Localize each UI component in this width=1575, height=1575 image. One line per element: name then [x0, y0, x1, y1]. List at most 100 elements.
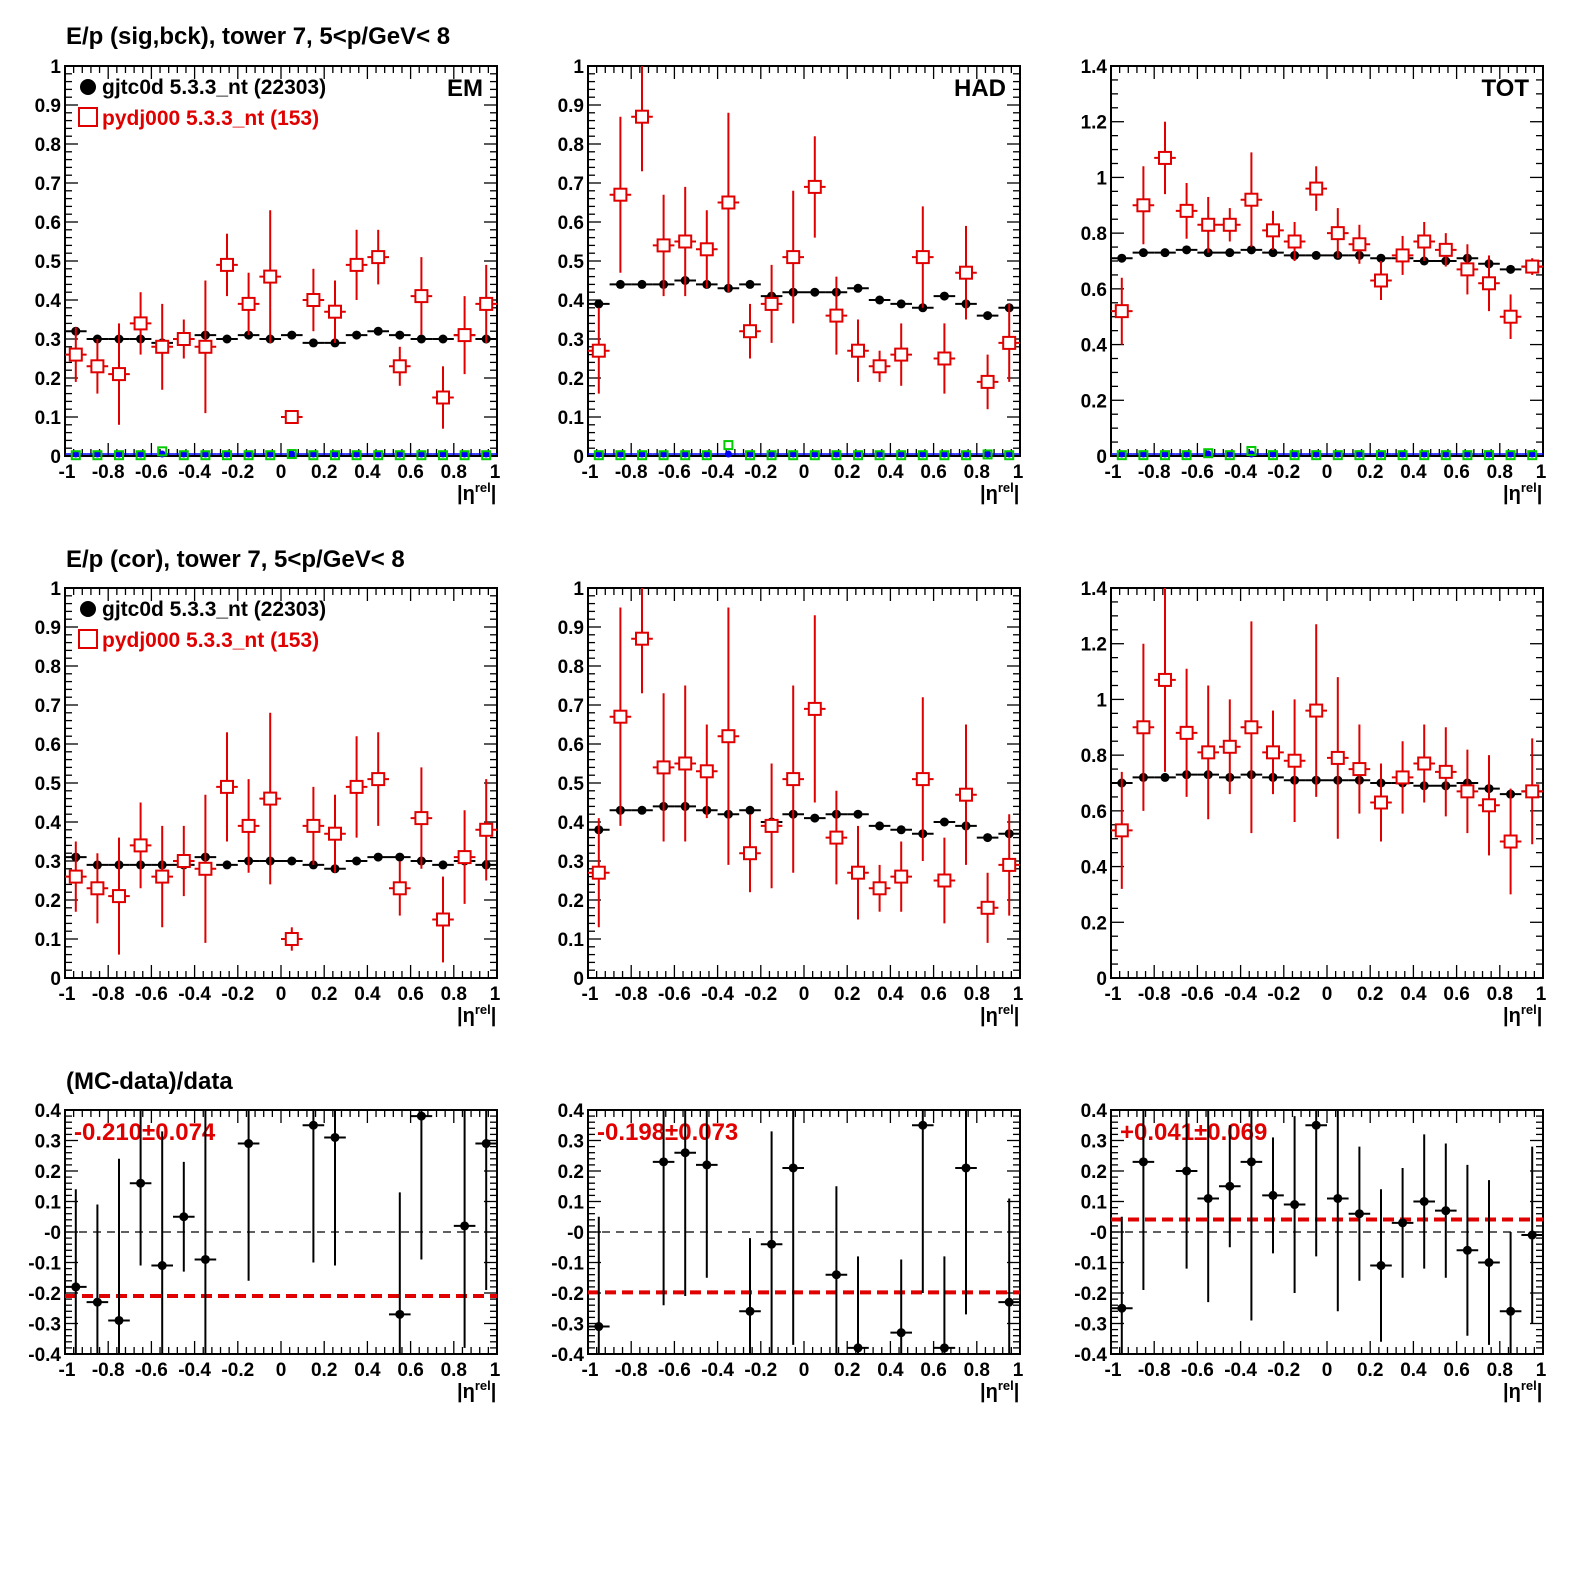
legend: gjtc0d 5.3.3_nt (22303) pydj000 5.3.3_nt … — [78, 598, 326, 652]
x-tick-label: 0 — [276, 984, 287, 1005]
bck-mc-point — [1224, 450, 1235, 461]
x-tick-label: -0.6 — [1181, 462, 1214, 483]
x-tick-label: 0.8 — [964, 462, 990, 483]
x-tick-label: 0.8 — [964, 1360, 990, 1381]
x-tick-label: 0 — [799, 1360, 810, 1381]
mc-point — [241, 818, 256, 833]
bck-data-point — [245, 450, 253, 458]
y-tick-label: 0.5 — [558, 774, 585, 795]
y-tick-label: 0.4 — [35, 813, 62, 834]
plot-grid: -1 -0.8 -0.6 -0.4 -0.2 0 0.2 0.4 0.6 0.8 1 0 0.1 0.2 0… — [28, 57, 1546, 1403]
bck-data-point — [374, 450, 382, 458]
y-tick-label: -0 — [567, 1223, 584, 1244]
mc-point — [678, 234, 693, 249]
x-axis-label-sup: rel — [1521, 1378, 1537, 1393]
y-tick-label: 0.2 — [558, 891, 584, 912]
x-axis-label: |ηrel| — [1503, 480, 1542, 505]
x-axis-label-end: | — [1537, 1381, 1543, 1403]
mc-point — [635, 109, 649, 124]
x-tick-label: 0 — [1322, 462, 1333, 483]
mc-point — [1395, 770, 1410, 785]
x-tick-label: -1 — [582, 1360, 599, 1381]
x-axis-label-main: |η — [457, 1381, 475, 1403]
y-tick-label: -0.2 — [1074, 1284, 1107, 1305]
x-tick-label: 0.4 — [877, 984, 904, 1005]
legend-data-marker — [80, 79, 96, 95]
data-point — [1138, 1157, 1148, 1167]
x-tick-label: 0.2 — [834, 984, 860, 1005]
x-tick-label: -0.8 — [92, 984, 125, 1005]
x-axis-label-sup: rel — [998, 480, 1014, 495]
y-tick-label: 0.6 — [1081, 802, 1107, 823]
bck-mc-point — [1484, 450, 1494, 461]
y-tick-label: -0.4 — [28, 1345, 61, 1366]
y-tick-label: 0.1 — [1081, 1193, 1108, 1214]
data-point — [939, 291, 949, 301]
y-tick-label: -0.3 — [28, 1315, 61, 1336]
mc-point — [656, 760, 671, 775]
data-point — [308, 1120, 318, 1130]
x-tick-label: -0.2 — [221, 984, 254, 1005]
x-axis-label-sup: rel — [475, 1002, 491, 1017]
y-tick-label: 0.5 — [35, 774, 62, 795]
mc-point — [937, 351, 952, 366]
mc-point — [176, 854, 191, 868]
bck-mc-point — [1505, 450, 1516, 461]
x-axis-label: |ηrel| — [980, 1378, 1019, 1403]
bck-data-point — [72, 450, 80, 458]
bck-data-point — [1291, 450, 1299, 458]
bck-mc-point — [70, 450, 81, 461]
chart-tot-sigbck: -1 -0.8 -0.6 -0.4 -0.2 0 0.2 0.4 0.6 0.8 1 0 0.2 0.4 0… — [1081, 57, 1547, 505]
mc-point — [915, 772, 930, 787]
x-tick-label: -0.4 — [178, 984, 211, 1005]
bck-mc-point — [766, 450, 777, 461]
x-tick-label: 0.2 — [311, 984, 337, 1005]
mc-point — [155, 339, 170, 354]
mc-point — [699, 242, 714, 257]
y-tick-label: 0.2 — [1081, 913, 1107, 934]
y-tick-label: 0.5 — [558, 252, 585, 273]
mc-series — [1111, 588, 1543, 895]
y-tick-label: 1.4 — [1081, 57, 1108, 78]
y-tick-label: -0.2 — [551, 1284, 584, 1305]
data-point — [395, 852, 405, 862]
x-tick-label: 0.2 — [834, 1360, 860, 1381]
y-tick-label: 0 — [573, 447, 584, 468]
chart-had-cor: -1 -0.8 -0.6 -0.4 -0.2 0 0.2 0.4 0.6 0.8 1 0 0.1 0.2 0… — [558, 579, 1024, 1027]
data-point — [875, 821, 885, 831]
y-tick-label: -0.3 — [551, 1315, 584, 1336]
bck-mc-point — [1462, 450, 1473, 461]
bck-data-point — [93, 450, 101, 458]
bck-data-point — [876, 450, 884, 458]
data-series — [588, 276, 1020, 321]
bck-data-point — [1485, 450, 1493, 458]
bck-data-point — [984, 450, 992, 458]
mc-point — [392, 359, 407, 374]
mc-point — [764, 296, 779, 311]
bck-mc-point — [416, 450, 427, 461]
x-tick-label: -1 — [1105, 462, 1122, 483]
bck-mc-point — [615, 450, 626, 461]
x-tick-label: -0.6 — [1181, 984, 1214, 1005]
x-tick-label: -1 — [59, 984, 76, 1005]
mc-point — [743, 324, 757, 339]
data-point — [438, 334, 448, 344]
x-tick-label: -0.2 — [1267, 984, 1300, 1005]
bck-data-point — [1312, 450, 1320, 458]
x-tick-label: 0.8 — [441, 984, 467, 1005]
x-tick-label: -0.6 — [135, 462, 168, 483]
data-point — [1225, 248, 1235, 258]
y-tick-label: 0.9 — [558, 96, 584, 117]
data-point — [961, 1163, 971, 1173]
data-series — [1111, 1110, 1543, 1354]
bck-data-point — [1005, 450, 1013, 458]
x-axis-label-sup: rel — [998, 1002, 1014, 1017]
bck-data-point — [1507, 450, 1515, 458]
mc-point — [678, 756, 693, 771]
data-point — [594, 1322, 604, 1332]
mc-point — [959, 265, 973, 280]
x-tick-label: 0 — [799, 984, 810, 1005]
data-series — [588, 1110, 1020, 1354]
mc-point — [220, 257, 234, 272]
y-tick-label: 0.1 — [558, 1193, 585, 1214]
